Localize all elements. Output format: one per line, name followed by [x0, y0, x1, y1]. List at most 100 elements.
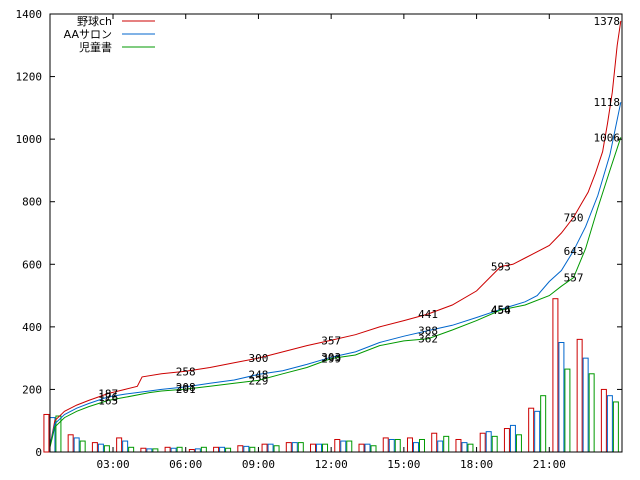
- x-tick-label: 18:00: [460, 458, 493, 471]
- plot-frame: [49, 13, 623, 453]
- data-label: 303: [321, 351, 341, 364]
- hourly-bar: [249, 446, 256, 453]
- hourly-bar: [606, 395, 613, 453]
- hourly-bar: [394, 438, 401, 453]
- hourly-bar: [515, 434, 522, 453]
- hourly-bar: [140, 447, 147, 453]
- data-label: 557: [564, 272, 584, 285]
- hourly-bar: [219, 446, 226, 453]
- hourly-bar: [600, 388, 607, 453]
- x-tick-label: 09:00: [242, 458, 275, 471]
- hourly-bar: [412, 442, 419, 453]
- hourly-bar: [388, 438, 395, 453]
- hourly-bar: [273, 445, 280, 453]
- series-line: [49, 102, 622, 446]
- y-tick-label: 800: [22, 196, 42, 209]
- data-label: 176: [98, 391, 118, 404]
- hourly-bar: [509, 424, 516, 453]
- hourly-bar: [528, 407, 535, 453]
- x-tick-label: 12:00: [315, 458, 348, 471]
- hourly-bar: [443, 435, 450, 453]
- hourly-bar: [431, 432, 438, 453]
- hourly-bar: [310, 443, 317, 453]
- hourly-bar: [103, 445, 110, 453]
- data-label: 456: [491, 303, 511, 316]
- hourly-bar: [564, 368, 571, 453]
- data-labels: 187 258 300 357 441 593 750 1378 176 208 248 303 388…: [98, 15, 620, 407]
- x-tick-label: 03:00: [96, 458, 129, 471]
- hourly-bar: [558, 342, 565, 453]
- hourly-bar: [225, 447, 232, 453]
- hourly-bar: [461, 442, 468, 453]
- hourly-bar: [213, 446, 220, 453]
- data-label: 454: [491, 304, 511, 317]
- data-label: 1378: [594, 15, 621, 28]
- lines-layer: [49, 20, 622, 448]
- hourly-bar: [334, 438, 341, 453]
- data-label: 750: [564, 211, 584, 224]
- hourly-bar: [534, 410, 541, 453]
- hourly-bar: [576, 338, 583, 453]
- hourly-bar: [73, 437, 80, 453]
- hourly-bar: [67, 434, 74, 453]
- y-tick-label: 1400: [16, 8, 43, 21]
- hourly-bar: [491, 435, 498, 453]
- data-label: 388: [418, 325, 438, 338]
- data-label: 165: [98, 394, 118, 407]
- data-label: 593: [491, 260, 511, 273]
- legend-label: 児童書: [79, 40, 112, 54]
- hourly-bar: [79, 440, 86, 453]
- data-label: 248: [249, 368, 269, 381]
- hourly-bar: [340, 440, 347, 453]
- x-axis: 03:00 06:00 09:00 12:00 15:00 18:00 21:00: [96, 14, 566, 471]
- hourly-bar: [43, 413, 50, 453]
- hourly-bar: [200, 446, 207, 453]
- hourly-bar: [552, 298, 559, 453]
- x-tick-label: 06:00: [169, 458, 202, 471]
- hourly-bar: [122, 440, 129, 453]
- data-label: 357: [321, 334, 341, 347]
- bars-layer: [43, 298, 619, 453]
- hourly-bar: [237, 445, 244, 453]
- data-label: 1006: [594, 131, 621, 144]
- data-label: 362: [418, 333, 438, 346]
- hourly-bar: [267, 443, 274, 453]
- hourly-bar: [467, 443, 474, 453]
- y-tick-label: 1000: [16, 133, 43, 146]
- x-tick-label: 21:00: [533, 458, 566, 471]
- hourly-bar: [503, 428, 510, 453]
- hourly-bar: [97, 443, 104, 453]
- hourly-bar: [291, 442, 298, 453]
- hourly-bar: [243, 445, 250, 453]
- hourly-bar: [612, 401, 619, 453]
- hourly-bar: [91, 442, 98, 453]
- hourly-bar: [437, 440, 444, 453]
- data-label: 229: [249, 374, 269, 387]
- data-label: 300: [249, 352, 269, 365]
- hourly-bar: [176, 446, 183, 453]
- hourly-bar: [297, 442, 304, 453]
- y-tick-label: 600: [22, 258, 42, 271]
- legend-label: 野球ch: [77, 14, 112, 28]
- hourly-bar: [588, 373, 595, 453]
- hourly-bar: [358, 443, 365, 453]
- hourly-bar: [418, 438, 425, 453]
- data-label: 201: [176, 383, 196, 396]
- hourly-bar: [164, 446, 171, 453]
- y-tick-label: 200: [22, 383, 42, 396]
- hourly-bar: [316, 443, 323, 453]
- hourly-bar: [116, 437, 123, 453]
- hourly-bar: [540, 395, 547, 453]
- data-label: 643: [564, 245, 584, 258]
- data-label: 208: [176, 381, 196, 394]
- hourly-bar: [582, 357, 589, 453]
- hourly-bar: [406, 437, 413, 453]
- hourly-bar: [285, 442, 292, 453]
- y-tick-label: 1200: [16, 71, 43, 84]
- hourly-bar: [370, 445, 377, 453]
- hourly-bar: [364, 443, 371, 453]
- legend-label: AAサロン: [64, 28, 112, 41]
- hourly-bar: [479, 432, 486, 453]
